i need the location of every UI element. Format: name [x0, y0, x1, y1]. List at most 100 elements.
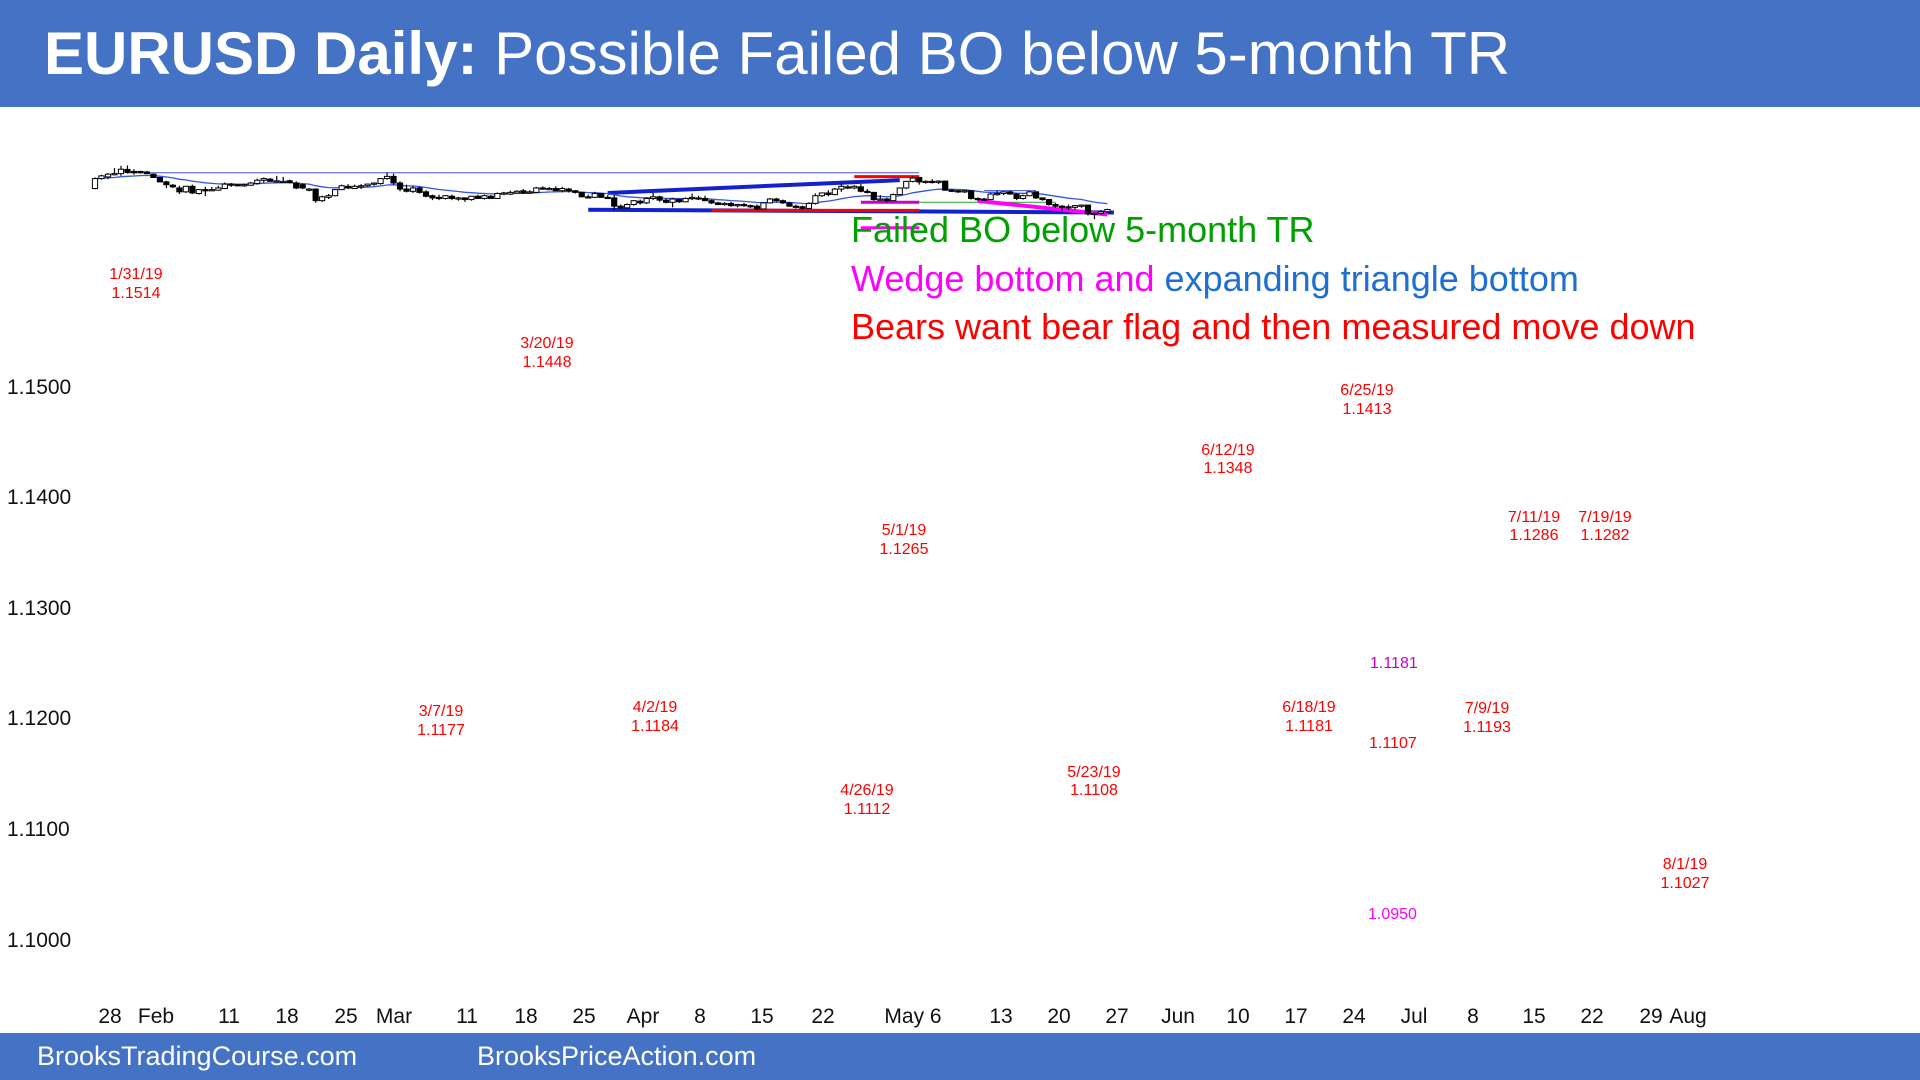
annotation-date: 7/19/19 — [1578, 509, 1631, 526]
candle-body — [727, 202, 735, 207]
candle-body — [948, 189, 955, 192]
candle-body — [883, 198, 890, 202]
candle-body — [779, 200, 787, 204]
candle-body — [137, 170, 144, 174]
candle-body — [546, 188, 553, 191]
summary-segment: Failed BO below 5-month TR — [851, 209, 1315, 250]
x-tick-label: 10 — [1226, 1005, 1249, 1028]
candle-body — [319, 196, 326, 202]
candle-body — [306, 188, 313, 191]
candle-body — [429, 195, 436, 199]
summary-segment: expanding triangle bottom — [1165, 258, 1579, 299]
x-tick-label: 25 — [334, 1005, 357, 1028]
x-tick-label: 22 — [1580, 1005, 1603, 1028]
candle-body — [104, 173, 112, 178]
candle-body — [325, 195, 332, 198]
candle-body — [1078, 204, 1085, 207]
candle-body — [896, 187, 903, 196]
candle-body — [247, 182, 254, 186]
x-tick-label: 13 — [989, 1005, 1012, 1028]
candle-body — [857, 186, 864, 192]
candle-body — [487, 195, 494, 199]
candle-body — [533, 187, 540, 193]
candle-body — [286, 180, 293, 183]
annotation-date: 7/9/19 — [1465, 700, 1510, 717]
x-tick-label: 18 — [275, 1005, 298, 1028]
candle-body — [864, 190, 871, 193]
x-tick-label: 25 — [572, 1005, 595, 1028]
candle-body — [663, 199, 670, 203]
candle-body — [202, 189, 209, 192]
candle-body — [526, 191, 533, 194]
candle-body — [273, 180, 280, 183]
candle-body — [1071, 205, 1079, 208]
candle-body — [377, 178, 384, 185]
candle-body — [208, 189, 215, 192]
x-tick-label: 20 — [1047, 1005, 1070, 1028]
candle-body — [390, 175, 397, 184]
annotation-lines — [127, 172, 1114, 230]
y-tick-label: 1.1300 — [7, 597, 71, 620]
candle-body — [643, 197, 650, 204]
chart-labels: 1.1000 1.1100 1.1200 1.1300 1.1400 1.1500 28 Fe… — [7, 209, 1710, 1028]
x-tick-label: 22 — [811, 1005, 834, 1028]
annotation-date: 8/1/19 — [1663, 856, 1708, 873]
candle-body — [228, 183, 235, 186]
candle-body — [929, 180, 936, 184]
candle-body — [773, 198, 780, 202]
annotation-date: 6/12/19 — [1201, 442, 1254, 459]
candles — [91, 165, 1111, 220]
footer-link-brooks-price-action[interactable]: BrooksPriceAction.com — [477, 1041, 757, 1071]
x-tick-label: 15 — [1522, 1005, 1545, 1028]
candle-body — [1013, 193, 1020, 199]
candle-body — [1026, 191, 1033, 197]
candle-body — [987, 193, 994, 201]
annotation-date: 6/25/19 — [1340, 382, 1393, 399]
candle-body — [494, 192, 501, 199]
candle-body — [624, 204, 631, 209]
candle-body — [1084, 204, 1092, 215]
annotation-date: 1/31/19 — [109, 266, 162, 283]
annotation-date: 3/7/19 — [419, 703, 464, 720]
candle-body — [1000, 191, 1007, 194]
candle-body — [714, 202, 722, 206]
candle-body — [435, 196, 443, 200]
candle-body — [591, 192, 598, 198]
candle-body — [1006, 191, 1014, 195]
x-tick-label: Apr — [627, 1005, 660, 1028]
candle-body — [422, 191, 430, 197]
candle-body — [357, 185, 365, 188]
candle-body — [254, 179, 261, 185]
annotation-price: 1.1181 — [1285, 718, 1333, 735]
candle-body — [799, 206, 806, 209]
x-tick-label: 11 — [218, 1005, 240, 1028]
ema-20-line — [94, 174, 1108, 205]
candle-body — [241, 184, 248, 187]
candle-body — [650, 196, 657, 199]
annotation-date: 6/18/19 — [1282, 699, 1335, 716]
summary-line: Wedge bottom and expanding triangle bott… — [851, 258, 1579, 299]
candle-body — [844, 186, 851, 189]
candle-body — [345, 185, 352, 189]
footer-link-brooks-trading-course[interactable]: BrooksTradingCourse.com — [37, 1041, 358, 1071]
candle-body — [1104, 209, 1111, 213]
candle-body — [974, 197, 981, 201]
price-chart: 1.1000 1.1100 1.1200 1.1300 1.1400 1.1500 28 Fe… — [7, 165, 1710, 1028]
candle-body — [299, 184, 306, 189]
candle-body — [280, 180, 287, 184]
candle-body — [403, 188, 410, 192]
candle-body — [942, 180, 949, 191]
x-tick-label: Feb — [138, 1005, 174, 1028]
x-tick-label: 15 — [750, 1005, 773, 1028]
candle-body — [825, 192, 832, 196]
annotation-date: 5/1/19 — [882, 522, 927, 539]
annotation-price: 1.1112 — [844, 801, 891, 818]
candle-body — [143, 171, 151, 175]
candle-body — [364, 183, 371, 187]
annotation-price: 1.1348 — [1204, 460, 1253, 477]
annotation-price: 1.1108 — [1070, 782, 1118, 799]
candle-body — [688, 196, 696, 200]
x-tick-label: 24 — [1342, 1005, 1366, 1028]
triangle-upper-line — [607, 178, 900, 195]
candle-body — [111, 173, 118, 176]
